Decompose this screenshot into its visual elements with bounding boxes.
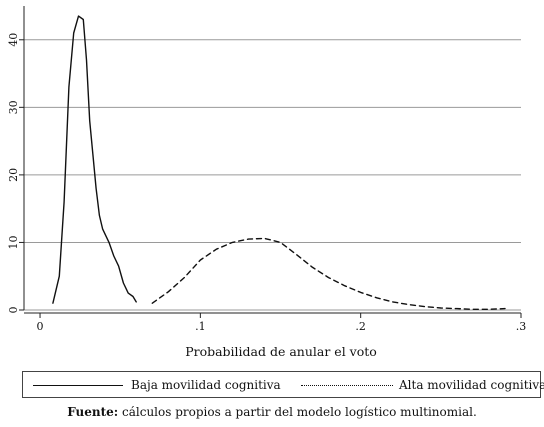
- y-tick-label: 10: [7, 235, 20, 249]
- caption-label: Fuente:: [67, 405, 119, 419]
- x-tick-label: 0: [37, 320, 44, 333]
- grid-lines: [24, 39, 521, 311]
- density-chart: 0 10 20 30 40 0 .1 .2 .3 Probabilidad de anular …: [7, 6, 526, 359]
- legend-line-dashed: [301, 385, 393, 386]
- source-caption: Fuente: cálculos propios a partir del mo…: [0, 405, 544, 419]
- y-tick-label: 0: [7, 307, 20, 314]
- y-tick-label: 20: [7, 168, 20, 182]
- x-tick-label: .1: [195, 320, 206, 333]
- x-tick-label: .3: [516, 320, 527, 333]
- legend: Baja movilidad cognitiva Alta movilidad …: [22, 371, 544, 398]
- legend-label-alta: Alta movilidad cognitiva: [399, 378, 544, 392]
- axes: 0 10 20 30 40 0 .1 .2 .3: [7, 6, 526, 333]
- series-line-baja: [52, 15, 137, 304]
- series-lines: [52, 15, 506, 310]
- x-tick-label: .2: [355, 320, 366, 333]
- legend-line-solid: [33, 385, 123, 386]
- caption-text: cálculos propios a partir del modelo log…: [118, 405, 477, 419]
- series-line-alta: [151, 237, 506, 310]
- legend-label-baja: Baja movilidad cognitiva: [131, 378, 281, 392]
- y-tick-label: 30: [7, 100, 20, 114]
- y-tick-label: 40: [7, 33, 20, 47]
- x-axis-title: Probabilidad de anular el voto: [185, 344, 377, 359]
